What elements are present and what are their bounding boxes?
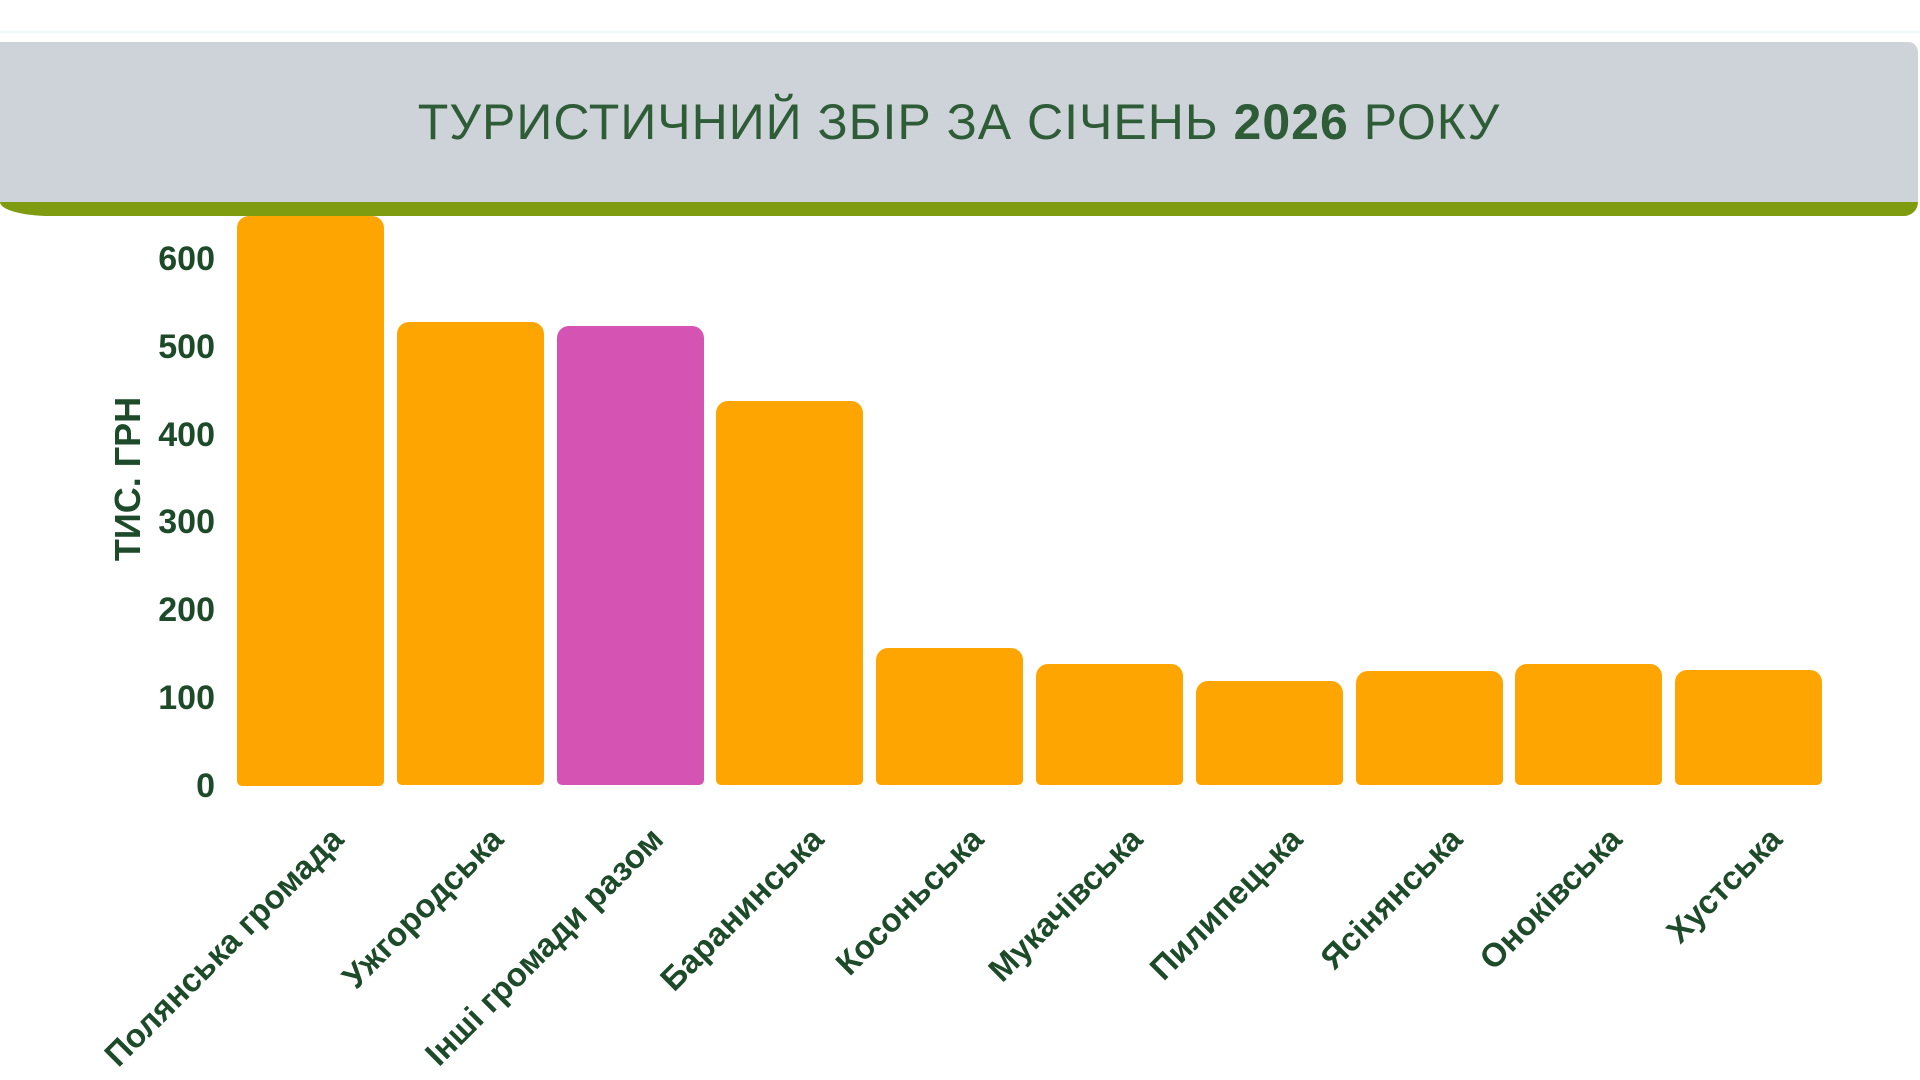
bar-1: [237, 216, 384, 786]
bar-3: [556, 325, 704, 786]
bar-9: [1515, 664, 1663, 786]
y-tick-label: 500: [158, 327, 215, 366]
x-category-label: Ужгородська: [335, 820, 511, 996]
y-tick-label: 400: [158, 415, 215, 454]
y-tick-label: 100: [158, 678, 215, 717]
y-tick-label: 0: [196, 766, 215, 805]
bar-10: [1675, 669, 1823, 786]
bar-4: [716, 401, 864, 786]
banner-accent-strip: [0, 202, 1918, 216]
bar-7: [1195, 681, 1343, 786]
x-category-label: Пилипецька: [1142, 820, 1310, 987]
chart-title-suffix: РОКУ: [1348, 94, 1501, 150]
chart-title: ТУРИСТИЧНИЙ ЗБІР ЗА СІЧЕНЬ 2026 РОКУ: [418, 93, 1501, 151]
chart-title-prefix: ТУРИСТИЧНИЙ ЗБІР ЗА СІЧЕНЬ: [417, 94, 1234, 150]
y-tick-label: 600: [158, 240, 215, 279]
bar-6: [1036, 663, 1183, 786]
x-category-label: Ясінянська: [1313, 820, 1470, 977]
x-category-label: Полянська громада: [97, 820, 351, 1074]
y-tick-label: 200: [158, 591, 215, 630]
x-category-label: Мукачівська: [981, 820, 1150, 989]
bar-8: [1355, 671, 1503, 786]
y-axis-title: ТИС. ГРН: [107, 396, 148, 562]
bar-2: [396, 322, 544, 786]
top-divider-line: [0, 31, 1920, 33]
title-banner: ТУРИСТИЧНИЙ ЗБІР ЗА СІЧЕНЬ 2026 РОКУ: [0, 42, 1918, 202]
x-category-label: Хустська: [1658, 820, 1789, 950]
chart-title-year: 2026: [1233, 94, 1349, 150]
x-category-label: Косоньська: [827, 820, 990, 983]
x-category-label: Баранинська: [652, 820, 831, 998]
x-category-label: Оноківська: [1472, 820, 1630, 977]
y-tick-label: 300: [158, 503, 215, 542]
bar-5: [876, 647, 1024, 786]
